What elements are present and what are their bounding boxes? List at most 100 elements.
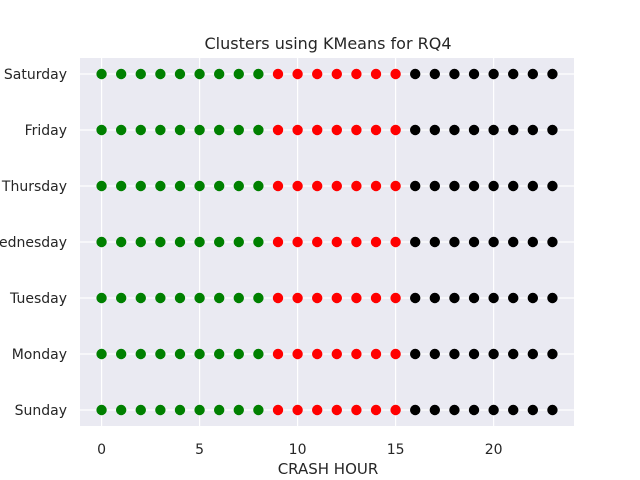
x-tick-label: 0 [97,442,106,458]
data-point [272,180,284,192]
data-point [194,68,205,80]
data-point [390,124,401,136]
data-point [351,404,362,416]
x-tick-labels: 0 5 10 15 20 [97,442,502,458]
data-point [115,68,127,80]
data-point [272,124,284,136]
data-point [135,292,146,304]
data-point [174,404,186,416]
data-point [96,124,107,136]
y-tick-label: Wednesday [0,235,67,251]
data-point [547,68,558,80]
data-point [331,404,343,416]
x-tick-label: 15 [387,442,405,458]
data-point [96,404,107,416]
data-point [449,404,460,416]
data-point [508,404,519,416]
data-point [311,348,323,360]
data-point [174,68,186,80]
data-point [292,348,303,360]
data-point [331,68,343,80]
data-point [449,68,460,80]
data-point [253,124,264,136]
data-point [488,236,499,248]
data-point [194,124,205,136]
data-point [272,236,284,248]
data-point [331,236,343,248]
data-point [547,124,558,136]
data-point [508,180,519,192]
data-point [115,404,127,416]
data-point [96,180,107,192]
data-point [174,292,186,304]
data-point [194,292,205,304]
data-point [213,124,225,136]
data-point [135,180,146,192]
x-tick-label: 20 [485,442,503,458]
data-point [410,124,421,136]
data-point [213,404,225,416]
data-point [96,292,107,304]
data-point [547,180,558,192]
data-point [135,404,146,416]
data-point [410,236,421,248]
data-point [174,180,186,192]
data-point [233,180,244,192]
data-point [390,236,401,248]
data-point [253,292,264,304]
data-point [508,348,519,360]
data-point [292,292,303,304]
data-point [527,292,539,304]
data-point [135,124,146,136]
data-point [390,292,401,304]
data-point [351,348,362,360]
data-point [370,348,382,360]
data-point [508,124,519,136]
data-point [547,348,558,360]
data-point [311,124,323,136]
y-tick-label: Tuesday [9,291,67,307]
y-tick-label: Friday [25,123,67,139]
data-point [370,404,382,416]
data-point [488,404,499,416]
data-point [410,404,421,416]
data-point [233,404,244,416]
data-point [311,68,323,80]
data-point [429,292,441,304]
data-point [253,404,264,416]
data-point [213,68,225,80]
data-point [390,348,401,360]
data-point [351,124,362,136]
data-point [508,292,519,304]
data-point [213,348,225,360]
data-point [253,348,264,360]
data-point [527,348,539,360]
data-point [370,236,382,248]
data-point [547,292,558,304]
data-point [311,292,323,304]
data-point [370,124,382,136]
data-point [449,124,460,136]
data-point [311,180,323,192]
data-point [155,236,166,248]
data-point [468,292,480,304]
data-point [115,236,127,248]
data-point [292,236,303,248]
data-point [135,68,146,80]
data-point [468,404,480,416]
data-point [429,236,441,248]
x-tick-label: 5 [195,442,204,458]
data-point [410,348,421,360]
data-point [233,348,244,360]
data-point [115,124,127,136]
data-point [155,124,166,136]
data-point [233,68,244,80]
data-point [292,124,303,136]
data-point [311,236,323,248]
data-point [311,404,323,416]
data-point [194,180,205,192]
y-tick-label: Sunday [15,403,67,419]
data-point [370,180,382,192]
data-point [527,124,539,136]
data-point [410,68,421,80]
